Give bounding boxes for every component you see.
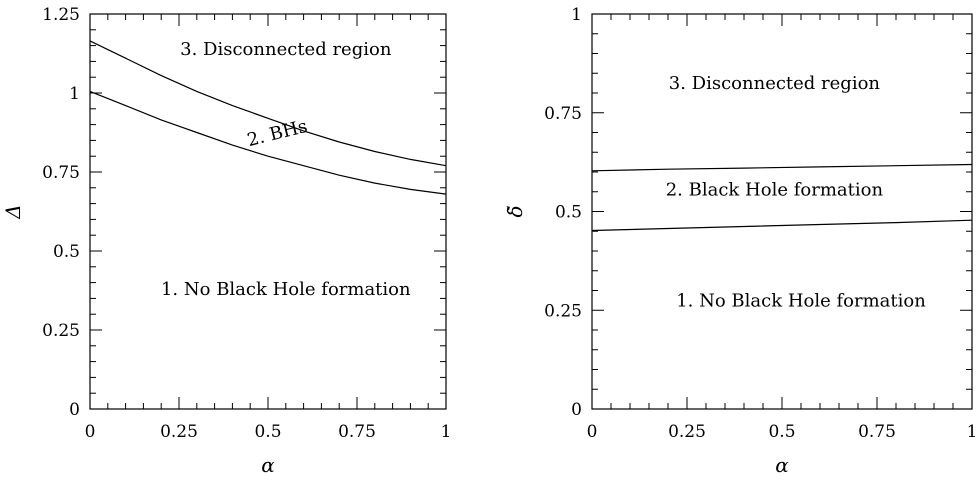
region-label-1: 3. Disconnected region — [180, 39, 392, 60]
y-axis-label: Δ — [1, 204, 25, 219]
x-tick-label: 1 — [441, 422, 452, 442]
y-tick-label: 1.25 — [42, 5, 80, 25]
y-tick-label: 0 — [69, 400, 80, 420]
x-tick-label: 0 — [587, 422, 598, 442]
boundary-curve-2 — [89, 40, 447, 167]
y-tick-label: 0 — [571, 400, 582, 420]
x-tick-label: 0.5 — [768, 422, 795, 442]
chart-panel-2: 0 0.25 0.5 0.75 1 0 0.25 0.5 0.75 1 3. Disconnecte… — [503, 5, 977, 477]
region-label-3: 1. No Black Hole formation — [161, 279, 411, 300]
boundary-curve-2 — [591, 163, 973, 172]
y-tick-label: 0.5 — [53, 242, 80, 262]
chart-panel-1: 0 0.25 0.5 0.75 1 0 0.25 0.5 0.75 1 1.25 3. Disconn… — [1, 5, 451, 477]
plot-frame — [89, 13, 447, 410]
y-tick-label: 0.5 — [555, 203, 582, 223]
y-tick-label: 0.25 — [544, 301, 582, 321]
y-axis-label: δ̃ — [503, 205, 527, 217]
y-tick-label: 1 — [69, 84, 80, 104]
region-label-2: 2. Black Hole formation — [666, 180, 884, 201]
x-tick-label: 0.5 — [254, 422, 281, 442]
region-label-3: 1. No Black Hole formation — [676, 290, 926, 311]
y-tick-label: 0.75 — [544, 104, 582, 124]
x-tick-label: 0.75 — [858, 422, 896, 442]
region-label-1: 3. Disconnected region — [669, 73, 881, 94]
x-tick-label: 0 — [85, 422, 96, 442]
x-tick-label: 0.75 — [338, 422, 376, 442]
y-tick-label: 0.75 — [42, 163, 80, 183]
x-tick-label: 0.25 — [668, 422, 706, 442]
x-tick-label: 0.25 — [160, 422, 198, 442]
boundary-curve-1 — [591, 219, 973, 232]
x-tick-label: 1 — [967, 422, 978, 442]
y-tick-label: 0.25 — [42, 321, 80, 341]
x-axis-label: α — [775, 453, 789, 477]
x-axis-label: α — [261, 453, 275, 477]
y-tick-label: 1 — [571, 5, 582, 25]
boundary-curve-1 — [89, 90, 447, 195]
